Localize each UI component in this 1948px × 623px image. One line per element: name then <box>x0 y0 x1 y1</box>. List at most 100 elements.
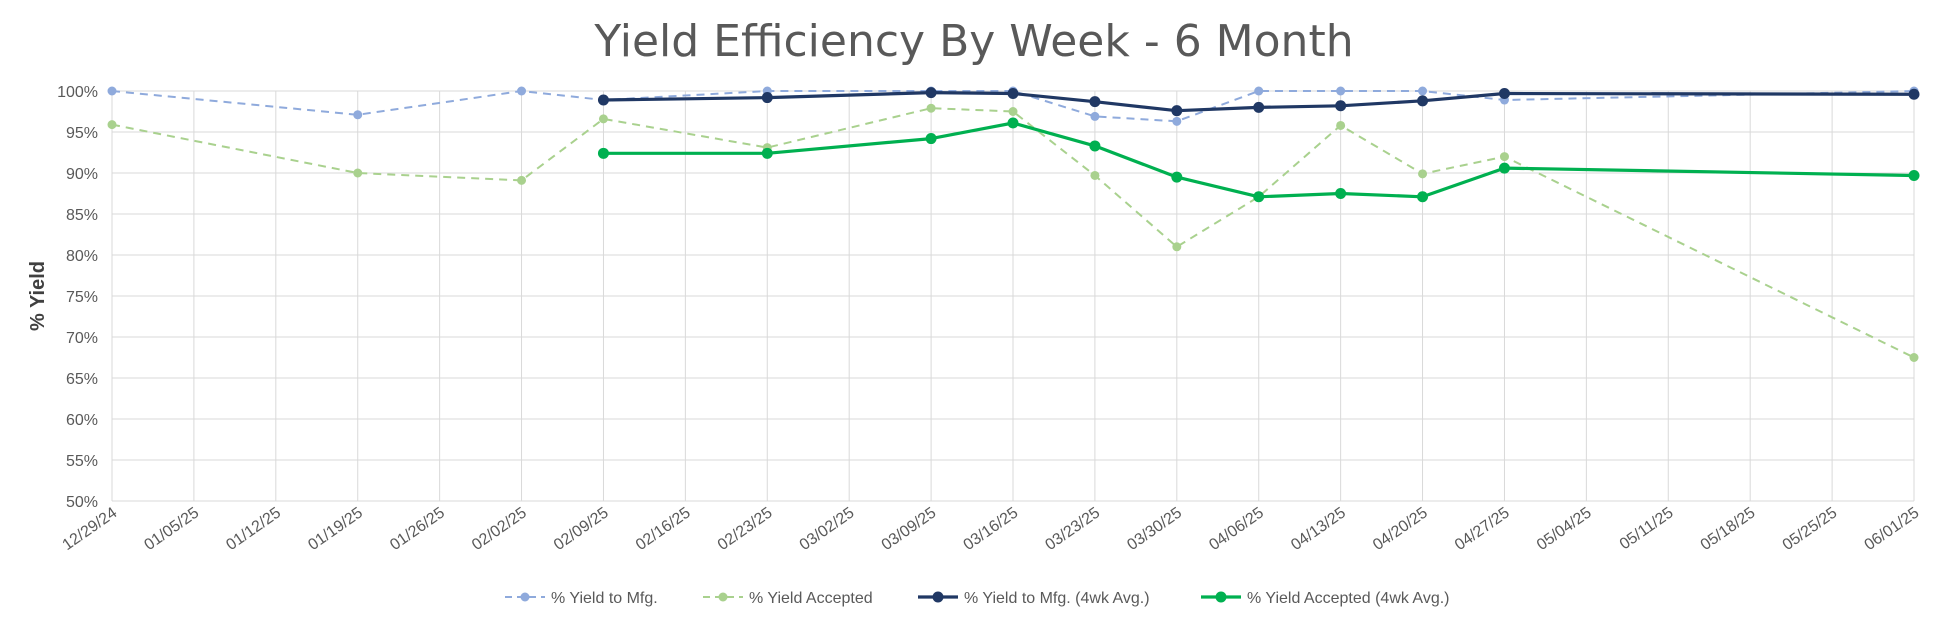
y-tick-label: 90% <box>66 166 98 183</box>
data-point <box>1336 120 1346 130</box>
x-tick-label: 05/25/25 <box>1780 504 1841 554</box>
x-tick-label: 04/20/25 <box>1370 504 1431 554</box>
y-tick-label: 70% <box>66 330 98 347</box>
x-tick-label: 03/23/25 <box>1042 504 1103 554</box>
data-point <box>1909 353 1919 362</box>
legend-swatch-marker <box>1215 591 1227 603</box>
legend-entry-3: % Yield Accepted (4wk Avg.) <box>1201 590 1449 607</box>
x-tick-label: 02/09/25 <box>551 504 612 554</box>
legend-label: % Yield Accepted <box>749 590 873 607</box>
data-point <box>353 168 363 178</box>
series-3 <box>597 117 1920 203</box>
x-tick-label: 03/02/25 <box>797 504 858 554</box>
x-tick-label: 02/16/25 <box>633 504 694 554</box>
data-point <box>1418 86 1428 96</box>
data-point <box>1171 171 1183 183</box>
data-point <box>1498 162 1510 174</box>
data-point <box>1335 100 1347 112</box>
data-point <box>1498 87 1510 99</box>
data-point <box>597 147 609 159</box>
legend-swatch-marker <box>718 592 728 602</box>
y-tick-label: 50% <box>66 494 98 511</box>
data-point <box>1172 116 1182 126</box>
legend-entry-2: % Yield to Mfg. (4wk Avg.) <box>918 590 1150 607</box>
x-tick-label: 01/19/25 <box>305 504 366 554</box>
data-point <box>107 86 117 96</box>
x-tick-label: 03/09/25 <box>879 504 940 554</box>
x-tick-label: 05/11/25 <box>1617 504 1677 553</box>
grid-lines <box>111 90 1915 502</box>
data-point <box>1908 88 1920 100</box>
data-point <box>761 92 773 104</box>
data-point <box>1254 86 1264 96</box>
y-tick-label: 100% <box>57 84 98 101</box>
y-tick-label: 60% <box>66 412 98 429</box>
x-tick-label: 02/23/25 <box>715 504 776 554</box>
data-point <box>1908 169 1920 181</box>
legend-label: % Yield to Mfg. <box>551 590 658 607</box>
data-point <box>1335 188 1347 199</box>
data-point <box>1090 111 1100 121</box>
x-tick-label: 12/29/24 <box>60 504 121 554</box>
data-point <box>598 114 608 124</box>
chart-title: Yield Efficiency By Week - 6 Month <box>593 16 1353 67</box>
x-tick-label: 06/01/25 <box>1862 504 1923 554</box>
series-line <box>111 107 1915 359</box>
legend: % Yield to Mfg. % Yield Accepted % Yield t… <box>505 590 1449 607</box>
legend-label: % Yield Accepted (4wk Avg.) <box>1247 590 1449 607</box>
legend-swatch-marker <box>932 591 944 603</box>
data-point <box>1171 105 1183 117</box>
x-tick-label: 01/26/25 <box>387 504 448 554</box>
x-tick-label: 04/06/25 <box>1206 504 1267 554</box>
y-axis-label: % Yield <box>27 261 49 331</box>
data-point <box>925 133 937 145</box>
y-tick-label: 85% <box>66 207 98 224</box>
y-tick-label: 75% <box>66 289 98 306</box>
data-point <box>925 87 937 99</box>
series-lines <box>107 86 1920 362</box>
legend-swatch-marker <box>520 592 530 602</box>
data-point <box>1089 140 1101 152</box>
data-point <box>1089 96 1101 108</box>
data-point <box>1417 95 1429 107</box>
y-tick-label: 95% <box>66 125 98 142</box>
x-axis-ticks: 12/29/24 01/05/25 01/12/25 01/19/25 01/26/25… <box>60 504 1923 554</box>
data-point <box>517 86 527 96</box>
data-point <box>597 94 609 106</box>
data-point <box>1090 170 1100 180</box>
data-point <box>1499 152 1509 162</box>
x-tick-label: 01/12/25 <box>223 504 284 554</box>
x-tick-label: 02/02/25 <box>469 504 530 554</box>
series-line <box>111 90 1915 123</box>
data-point <box>353 110 363 120</box>
x-tick-label: 04/27/25 <box>1452 504 1513 554</box>
y-tick-label: 80% <box>66 248 98 265</box>
data-point <box>1253 101 1265 113</box>
x-tick-label: 01/05/25 <box>141 504 202 554</box>
data-point <box>1418 169 1428 179</box>
data-point <box>1417 191 1429 203</box>
legend-entry-0: % Yield to Mfg. <box>505 590 658 607</box>
x-tick-label: 03/30/25 <box>1124 504 1185 554</box>
legend-entry-1: % Yield Accepted <box>703 590 873 607</box>
data-point <box>1007 117 1019 129</box>
data-point <box>107 120 117 130</box>
data-point <box>761 147 773 159</box>
y-tick-label: 55% <box>66 453 98 470</box>
x-tick-label: 05/18/25 <box>1698 504 1759 554</box>
data-point <box>1007 87 1019 99</box>
data-point <box>1336 86 1346 96</box>
data-point <box>517 175 527 185</box>
y-axis-ticks: 50% 55% 60% 65% 70% 75% 80% 85% 90% 95% 100% <box>57 84 98 511</box>
data-point <box>1253 191 1265 203</box>
x-tick-label: 03/16/25 <box>961 504 1022 554</box>
data-point <box>1008 107 1018 116</box>
y-tick-label: 65% <box>66 371 98 388</box>
series-2 <box>597 87 1920 117</box>
data-point <box>1172 242 1182 252</box>
x-tick-label: 05/04/25 <box>1534 504 1595 554</box>
legend-label: % Yield to Mfg. (4wk Avg.) <box>964 590 1150 607</box>
data-point <box>926 103 936 113</box>
x-tick-label: 04/13/25 <box>1288 504 1349 554</box>
